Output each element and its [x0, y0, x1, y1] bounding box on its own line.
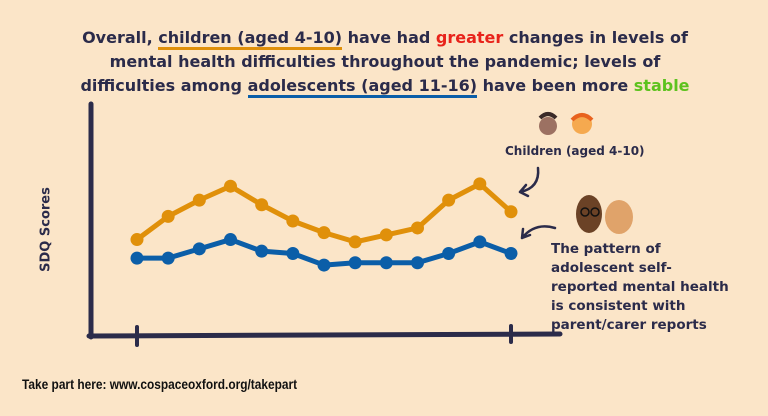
data-point	[286, 246, 300, 260]
y-axis-label: SDQ Scores	[38, 187, 54, 272]
data-point	[192, 193, 206, 207]
children-highlight: children (aged 4-10)	[158, 28, 343, 50]
headline-text: have had	[342, 28, 436, 47]
data-point	[161, 209, 175, 223]
data-point	[411, 221, 424, 235]
data-point	[411, 256, 424, 270]
x-axis	[86, 331, 563, 339]
data-point	[442, 193, 456, 207]
take-part-link[interactable]: Take part here: www.cospaceoxford.org/ta…	[22, 376, 298, 392]
headline-text: have been more	[477, 76, 634, 95]
data-point	[130, 233, 144, 247]
data-point	[161, 251, 175, 265]
data-point	[224, 179, 237, 193]
children-faces-icon	[538, 112, 594, 135]
data-point	[317, 258, 331, 272]
adolescents-label: The pattern of adolescent self-reported …	[551, 241, 729, 333]
children-arrow-icon	[518, 166, 540, 198]
data-point	[348, 256, 362, 270]
greater-highlight: greater	[435, 28, 504, 47]
axes	[86, 101, 563, 347]
data-point	[473, 177, 487, 191]
data-point	[504, 205, 518, 219]
adolescents-highlight: adolescents (aged 11-16)	[247, 76, 478, 98]
data-point	[255, 244, 269, 258]
headline: Overall, children (aged 4-10) have had g…	[60, 26, 710, 98]
data-point	[442, 246, 456, 260]
data-point	[504, 246, 518, 260]
stable-highlight: stable	[633, 76, 690, 95]
data-point	[317, 226, 331, 240]
headline-text: Overall,	[82, 28, 159, 47]
data-point	[348, 235, 362, 249]
adolescent-faces-icon	[576, 195, 633, 234]
data-point	[473, 235, 487, 249]
data-point	[255, 198, 269, 212]
data-point	[130, 251, 144, 265]
data-point	[286, 214, 300, 228]
data-point	[379, 256, 393, 270]
data-point	[192, 242, 206, 256]
data-point	[224, 233, 237, 247]
children-label: Children (aged 4-10)	[505, 144, 645, 158]
data-point	[379, 228, 393, 242]
adolescents-arrow-icon	[520, 225, 557, 240]
headline-text: changes in levels of mental health diffi…	[80, 28, 688, 95]
